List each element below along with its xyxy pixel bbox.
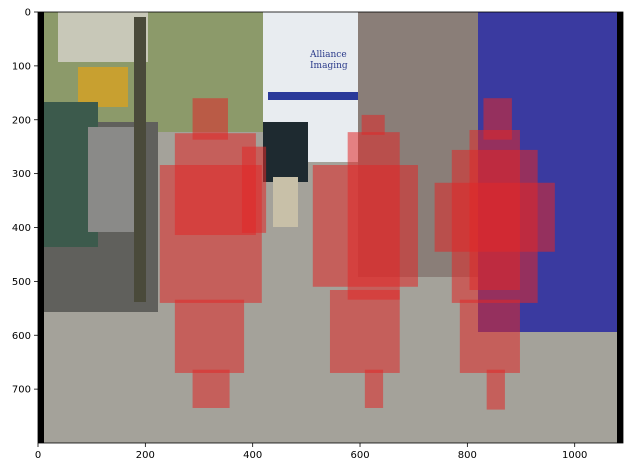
truck-text: Alliance [309, 50, 347, 60]
x-tick-label: 1000 [562, 450, 587, 461]
y-tick-label: 300 [12, 169, 31, 180]
image-edge [38, 12, 44, 443]
detection-box [192, 369, 230, 408]
x-tick-label: 0 [35, 450, 41, 461]
x-tick-label: 800 [458, 450, 477, 461]
detections [159, 98, 555, 410]
x-tick-label: 400 [243, 450, 262, 461]
y-tick-label: 600 [12, 331, 31, 342]
x-tick-label: 600 [350, 450, 369, 461]
x-tick-label: 200 [136, 450, 155, 461]
y-tick-label: 400 [12, 223, 31, 234]
y-tick-label: 700 [12, 385, 31, 396]
truck-stripe [268, 92, 358, 100]
image-edge [617, 12, 623, 443]
detection-box [486, 369, 505, 410]
detection-box [451, 149, 538, 303]
detection-box [329, 289, 400, 373]
y-tick-label: 100 [12, 61, 31, 72]
y-tick-label: 0 [25, 8, 31, 19]
pedestrian [263, 122, 308, 182]
detection-box [459, 299, 520, 373]
detection-box [241, 146, 267, 233]
detection-box [174, 299, 245, 373]
detection-box [312, 165, 418, 287]
detection-box [364, 369, 384, 408]
detection-box [192, 98, 228, 140]
bus [78, 67, 128, 107]
tree-trunk [134, 17, 146, 302]
truck-text: Imaging [310, 61, 348, 71]
y-tick-label: 200 [12, 115, 31, 126]
photo: Alliance Imaging [37, 11, 624, 444]
detection-box [361, 114, 385, 135]
y-tick-label: 500 [12, 277, 31, 288]
car [88, 127, 138, 232]
pedestrian-legs [273, 177, 298, 227]
sky [58, 12, 148, 62]
